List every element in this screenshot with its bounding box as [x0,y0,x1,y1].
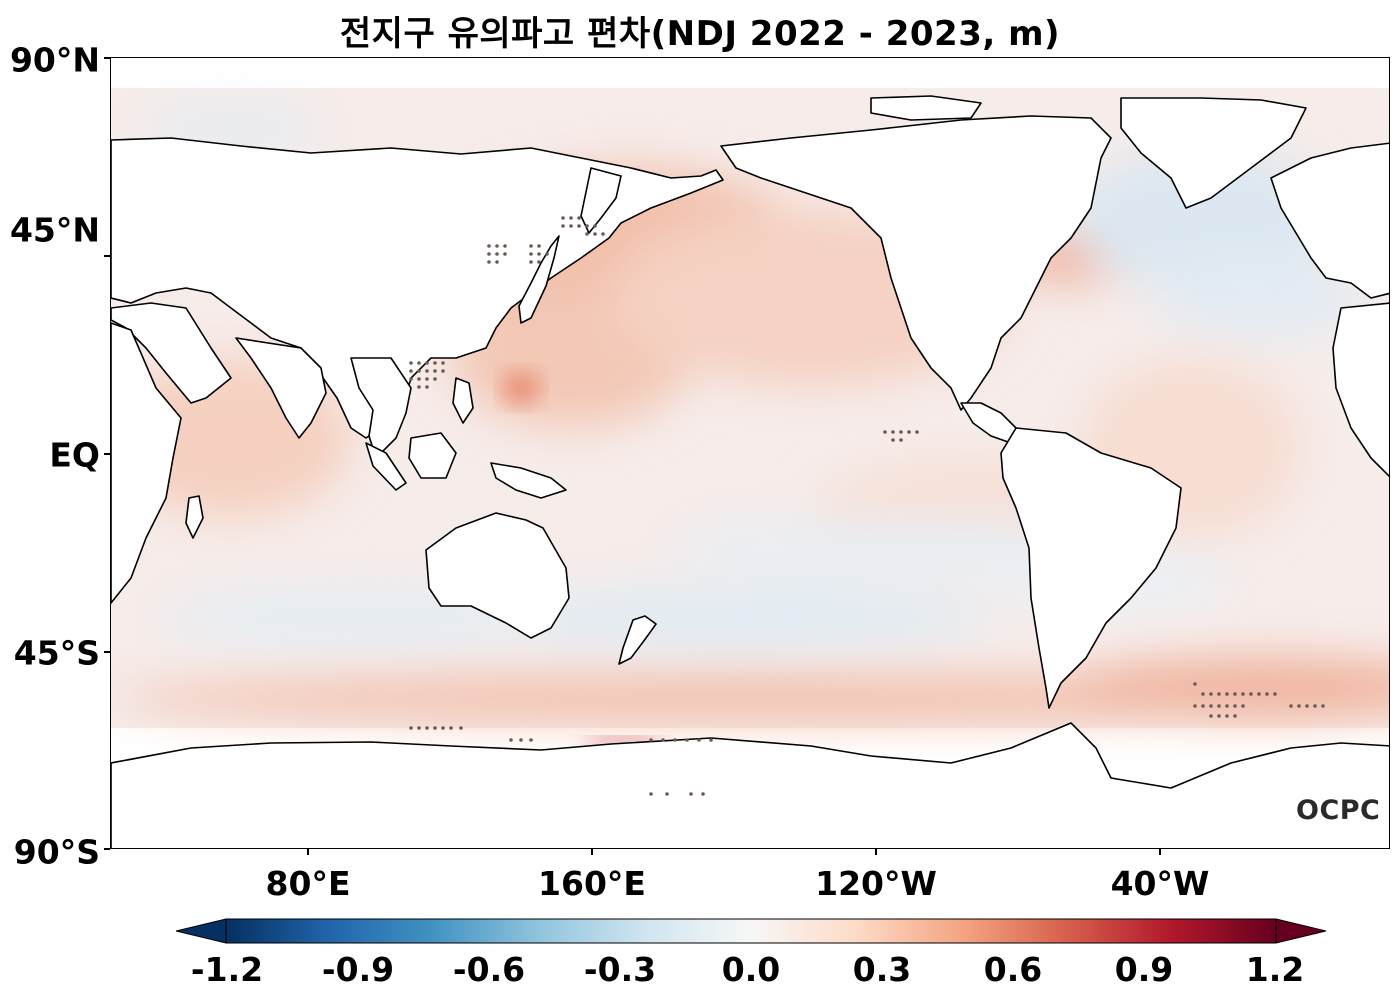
lat-tick [104,848,110,850]
colorbar-tick-label: 1.2 [1245,950,1305,989]
landmass-new-zealand [618,615,657,665]
landmass-new-guinea [490,462,567,499]
lon-label-40w: 40°W [1110,864,1210,903]
lat-tick [104,255,110,257]
lon-label-80e: 80°E [265,864,351,903]
map-canvas [111,88,1389,848]
landmass-madagascar [185,495,204,539]
colorbar-ramp [225,918,1277,944]
colorbar-tick-label: 0.6 [983,950,1043,989]
landmass-sumatra [365,442,407,491]
map-title: 전지구 유의파고 편차(NDJ 2022 - 2023, m) [339,14,1061,54]
landmass-india [235,337,327,439]
colorbar-graphic [175,918,1327,944]
landmass-south-america [1000,427,1182,709]
landmass-eurasia [111,137,724,439]
colorbar-tick-label: -1.2 [190,950,264,989]
colorbar-max-extend [1275,918,1327,944]
ocean-anomaly-field [111,88,1389,745]
stipple-yellow-sea [409,361,445,389]
lon-tick [591,849,593,855]
ocpc-logo: OCPC [1296,795,1381,826]
significance-stippling [409,216,1325,796]
lon-label-120w: 120°W [815,864,937,903]
stipple-southern-ocean [1193,682,1325,718]
landmass-north-america [720,115,1112,411]
stipple-kuroshio [561,216,605,236]
landmass-australia [425,512,570,639]
colorbar-tick-label: -0.6 [452,950,526,989]
lat-tick [104,453,110,455]
colorbar-tick-label: -0.9 [321,950,395,989]
stipple-east-pacific [883,430,919,442]
landmass-antarctica [111,722,1389,848]
landmass-kamchatka [580,167,622,234]
colorbar [175,918,1327,944]
lat-label-45n: 45°N [9,210,100,250]
landmass-west-africa [1332,302,1389,478]
anomaly-map [110,57,1390,849]
colorbar-tick-label: 0.3 [852,950,912,989]
lat-tick [104,651,110,653]
coastlines [111,95,1389,848]
colorbar-tick-label: 0.9 [1114,950,1174,989]
stipple-japan-sea [487,244,549,264]
lat-label-45s: 45°S [13,633,100,673]
lat-label-90n: 90°N [9,40,100,80]
lon-tick [307,849,309,855]
landmass-africa [111,322,182,604]
lat-label-eq: EQ [49,435,100,475]
colorbar-tick-label: 0.0 [721,950,781,989]
lon-label-160e: 160°E [538,864,646,903]
landmass-philippines [452,377,474,424]
lat-label-90s: 90°S [13,832,100,872]
landmass-indochina [350,357,412,459]
lon-tick [1159,849,1161,855]
colorbar-min-extend [175,918,227,944]
lon-tick [875,849,877,855]
stipple-antarctic-shelf [409,726,713,796]
landmass-greenland [1120,97,1307,209]
landmass-europe [1270,142,1389,299]
landmass-borneo [408,432,457,479]
landmass-arctic-islands [870,95,982,121]
colorbar-tick-label: -0.3 [583,950,657,989]
lat-tick [104,57,110,59]
